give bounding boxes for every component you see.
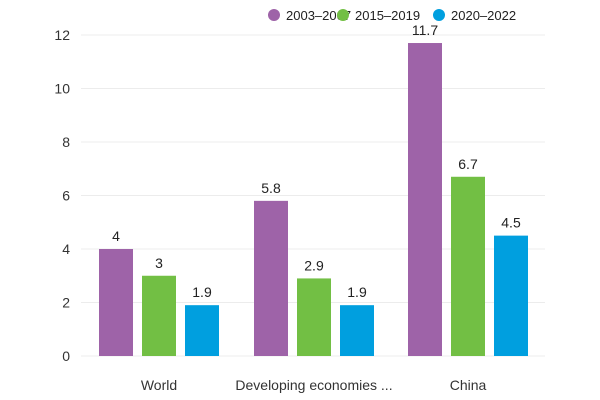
category-label: Developing economies ... — [235, 377, 392, 393]
bar — [297, 278, 331, 356]
y-axis-ticks: 0 2 4 6 8 10 12 — [54, 27, 70, 364]
bar — [254, 200, 288, 356]
y-tick-label: 6 — [62, 188, 70, 204]
legend: 2003–2007 2015–2019 2020–2022 — [268, 8, 516, 23]
legend-label: 2015–2019 — [355, 8, 420, 23]
y-tick-label: 2 — [62, 295, 70, 311]
bar — [408, 43, 442, 357]
data-label: 1.9 — [192, 284, 212, 300]
legend-label: 2003–2007 — [286, 8, 351, 23]
data-label: 4.5 — [501, 215, 521, 231]
data-label: 1.9 — [347, 284, 367, 300]
bar — [99, 249, 133, 356]
y-tick-label: 10 — [54, 81, 70, 97]
data-labels: 4 3 1.9 5.8 2.9 1.9 11.7 6.7 4.5 — [112, 22, 521, 300]
y-tick-label: 12 — [54, 27, 70, 43]
category-label: World — [141, 377, 177, 393]
bar — [142, 275, 176, 356]
x-axis-labels: World Developing economies ... China — [141, 377, 487, 393]
legend-marker — [433, 9, 445, 21]
legend-marker — [268, 9, 280, 21]
legend-marker — [337, 9, 349, 21]
data-label: 2.9 — [304, 257, 324, 273]
bar — [451, 176, 485, 356]
data-label: 5.8 — [261, 180, 281, 196]
data-label: 4 — [112, 228, 120, 244]
data-label: 11.7 — [412, 22, 438, 38]
data-label: 3 — [155, 255, 163, 271]
y-tick-label: 0 — [62, 348, 70, 364]
data-label: 6.7 — [458, 156, 478, 172]
y-tick-label: 4 — [62, 241, 70, 257]
bar — [494, 235, 528, 356]
bar — [340, 305, 374, 356]
bar — [185, 305, 219, 356]
category-label: China — [450, 377, 487, 393]
legend-label: 2020–2022 — [451, 8, 516, 23]
bars — [99, 43, 528, 357]
y-tick-label: 8 — [62, 134, 70, 150]
